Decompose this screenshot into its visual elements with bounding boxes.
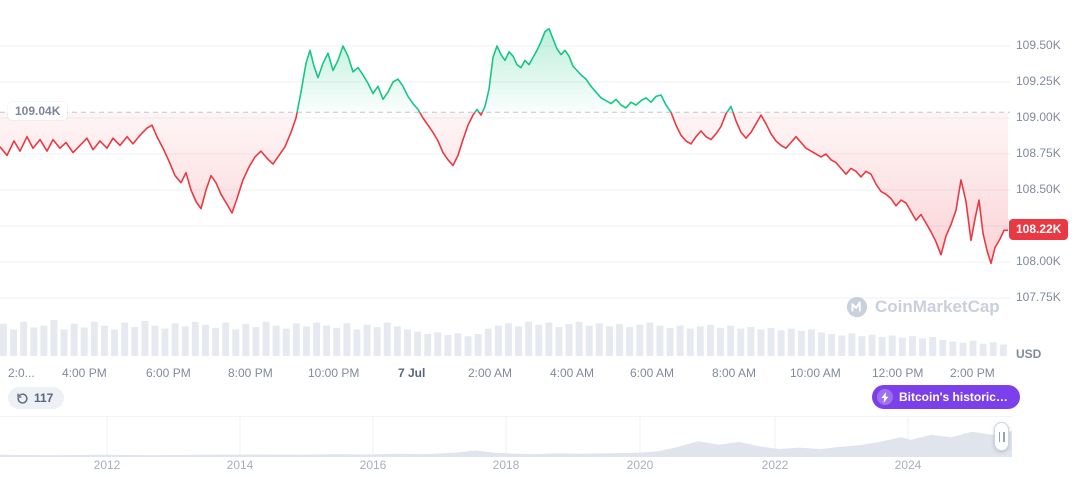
year-tick-label: 2016 — [359, 458, 387, 472]
time-tick-label: 10:00 PM — [308, 366, 360, 380]
price-tick-label: 107.75K — [1016, 290, 1061, 304]
time-tick-label: 6:00 PM — [146, 366, 191, 380]
time-tick-label: 12:00 PM — [872, 366, 924, 380]
price-line-up — [296, 27, 734, 113]
history-icon — [17, 392, 28, 404]
year-tick-label: 2020 — [626, 458, 654, 472]
promo-label: Bitcoin's historic $... — [899, 390, 1008, 404]
price-tick-label: 109.25K — [1016, 74, 1061, 88]
area-above-baseline — [0, 28, 1008, 113]
price-tick-label: 108.75K — [1016, 146, 1061, 160]
historic-event-badge[interactable]: Bitcoin's historic $... — [872, 385, 1020, 409]
price-tick-label: 109.00K — [1016, 110, 1061, 124]
price-tick-label: 109.50K — [1016, 38, 1061, 52]
history-count-badge[interactable]: 117 — [8, 387, 65, 409]
area-below-baseline — [0, 112, 1008, 264]
price-tick-label: 108.50K — [1016, 182, 1061, 196]
time-tick-label: 2:00 AM — [468, 366, 513, 380]
time-tick-label: 2:0... — [8, 366, 35, 380]
price-chart[interactable] — [0, 0, 1010, 360]
year-tick-label: 2022 — [761, 458, 789, 472]
year-axis: 2012 2014 2016 2018 2020 2022 2024 — [0, 458, 1012, 474]
lightning-icon — [877, 389, 893, 405]
year-tick-label: 2012 — [93, 458, 121, 472]
time-tick-label: 8:00 AM — [712, 366, 757, 380]
time-tick-label: 4:00 AM — [550, 366, 595, 380]
volume-bars — [0, 319, 1007, 356]
time-tick-label: 2:00 PM — [950, 366, 995, 380]
time-tick-label: 6:00 AM — [630, 366, 675, 380]
open-price-label: 109.04K — [8, 102, 68, 121]
current-price-badge: 108.22K — [1009, 219, 1069, 241]
navigator-area — [0, 431, 1012, 457]
time-axis: 2:0... 4:00 PM 6:00 PM 8:00 PM 10:00 PM 7 Jul… — [0, 366, 1010, 382]
time-tick-label: 4:00 PM — [62, 366, 107, 380]
year-tick-label: 2018 — [492, 458, 520, 472]
watermark-text: CoinMarketCap — [875, 297, 1000, 316]
time-tick-label: 10:00 AM — [790, 366, 841, 380]
currency-label: USD — [1016, 347, 1042, 361]
time-tick-label: 7 Jul — [398, 366, 426, 380]
year-tick-label: 2014 — [226, 458, 254, 472]
year-tick-label: 2024 — [894, 458, 922, 472]
coinmarketcap-watermark: CoinMarketCap — [846, 296, 1000, 318]
history-count: 117 — [34, 391, 54, 405]
coinmarketcap-logo-icon — [846, 296, 868, 318]
price-tick-label: 108.00K — [1016, 254, 1061, 268]
price-line-down — [0, 112, 1008, 265]
price-axis: 109.50K 109.25K 109.00K 108.75K 108.50K 108.0… — [1012, 0, 1072, 360]
range-navigator-chart[interactable] — [0, 417, 1012, 457]
range-navigator[interactable] — [0, 416, 1012, 457]
navigator-handle-right[interactable] — [994, 422, 1009, 451]
time-tick-label: 8:00 PM — [228, 366, 273, 380]
